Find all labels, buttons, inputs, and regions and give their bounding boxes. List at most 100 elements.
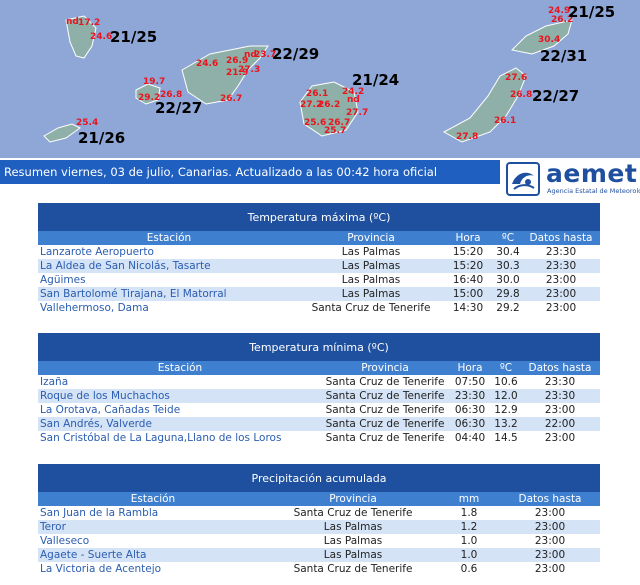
map-temp: 25.4 xyxy=(76,118,99,128)
value-cell: 29.8 xyxy=(494,287,522,301)
column-header[interactable]: Estación xyxy=(38,492,268,506)
station-link[interactable]: La Orotava, Cañadas Teide xyxy=(40,404,181,416)
column-header[interactable]: Hora xyxy=(442,231,494,245)
column-header[interactable]: Estación xyxy=(38,231,300,245)
station-link[interactable]: San Cristóbal de La Laguna,Llano de los … xyxy=(40,432,282,444)
island-fuerteventura xyxy=(442,67,527,143)
aemet-logo[interactable]: aemet Agencia Estatal de Meteorología xyxy=(503,159,640,197)
column-header[interactable]: Provincia xyxy=(300,231,442,245)
province-cell: Santa Cruz de Tenerife xyxy=(325,404,445,416)
station-link[interactable]: San Juan de la Rambla xyxy=(40,507,159,519)
map-temp: 26.9 xyxy=(226,56,249,66)
column-header[interactable]: Datos hasta xyxy=(500,492,601,506)
map-range-la-gomera: 22/27 xyxy=(155,99,203,117)
map-range-gran-canaria: 21/24 xyxy=(352,71,400,89)
value-cell: 1.0 xyxy=(460,535,478,547)
map-temp: 26.8 xyxy=(510,90,533,100)
map-temp: 21.9 xyxy=(226,68,249,78)
status-bar: Resumen viernes, 03 de julio, Canarias. … xyxy=(0,160,500,184)
table-temperatura-maxima: Temperatura máxima (ºC) Estación Provinc… xyxy=(38,203,601,315)
table-title: Precipitación acumulada xyxy=(38,464,601,492)
station-link[interactable]: Agaete - Suerte Alta xyxy=(38,548,268,562)
station-link[interactable]: San Andrés, Valverde xyxy=(38,417,322,431)
map-temp: 24.6 xyxy=(90,32,113,42)
value-cell: 0.6 xyxy=(460,563,478,575)
hour-cell: 06:30 xyxy=(448,417,492,431)
map-temp: 24.2 xyxy=(342,87,365,97)
hour-cell: 14:30 xyxy=(452,302,484,314)
map-range-lanzarote: 22/31 xyxy=(540,47,588,65)
map-temp: 26.2 xyxy=(551,15,574,25)
map-temp: 26.7 xyxy=(328,118,351,128)
island-lanzarote xyxy=(510,19,573,55)
until-cell: 23:00 xyxy=(544,432,576,444)
column-header[interactable]: Datos hasta xyxy=(520,361,600,375)
column-header[interactable]: Hora xyxy=(448,361,492,375)
station-link[interactable]: Izaña xyxy=(40,376,69,388)
until-cell: 23:00 xyxy=(522,287,601,301)
map-temp: 17.2 xyxy=(78,18,101,28)
hour-cell: 15:20 xyxy=(442,259,494,273)
value-cell: 13.2 xyxy=(492,417,520,431)
brand-subtitle: Agencia Estatal de Meteorología xyxy=(547,187,640,195)
column-header[interactable]: Datos hasta xyxy=(522,231,601,245)
map-temp: 29.2 xyxy=(138,93,161,103)
column-header[interactable]: Estación xyxy=(38,361,322,375)
province-cell: Las Palmas xyxy=(300,287,442,301)
map-temp: nd xyxy=(66,17,79,27)
station-link[interactable]: La Aldea de San Nicolás, Tasarte xyxy=(38,259,300,273)
column-header[interactable]: ºC xyxy=(492,361,520,375)
station-link[interactable]: Roque de los Muchachos xyxy=(38,389,322,403)
map-temp: 19.7 xyxy=(143,77,166,87)
value-cell: 1.2 xyxy=(438,520,500,534)
station-link[interactable]: Vallehermoso, Dama xyxy=(40,302,149,314)
until-cell: 23:00 xyxy=(544,404,576,416)
table-row: La Orotava, Cañadas Teide Santa Cruz de … xyxy=(38,403,600,417)
table-row: San Bartolomé Tirajana, El Matorral Las … xyxy=(38,287,601,301)
hour-cell: 07:50 xyxy=(454,376,486,388)
map-temp: 26.1 xyxy=(306,89,329,99)
station-link[interactable]: La Victoria de Acentejo xyxy=(40,563,162,575)
table-row: Vallehermoso, Dama Santa Cruz de Tenerif… xyxy=(38,301,600,315)
table-precipitacion-acumulada: Precipitación acumulada Estación Provinc… xyxy=(38,464,601,576)
map-temp: 26.2 xyxy=(318,100,341,110)
value-cell: 29.2 xyxy=(496,302,520,314)
province-cell: Las Palmas xyxy=(341,246,401,258)
station-link[interactable]: Agüimes xyxy=(40,274,86,286)
station-link[interactable]: Valleseco xyxy=(40,535,90,547)
province-cell: Santa Cruz de Tenerife xyxy=(293,563,413,575)
map-temp: 30.4 xyxy=(538,35,561,45)
province-cell: Santa Cruz de Tenerife xyxy=(293,507,413,519)
station-link[interactable]: Lanzarote Aeropuerto xyxy=(40,246,154,258)
until-cell: 23:00 xyxy=(545,274,577,286)
map-temp: nd xyxy=(347,95,360,105)
island-tenerife xyxy=(181,45,269,105)
table-row: La Aldea de San Nicolás, Tasarte Las Pal… xyxy=(38,259,601,273)
table-title: Temperatura máxima (ºC) xyxy=(38,203,601,231)
station-link[interactable]: Teror xyxy=(38,520,268,534)
column-header[interactable]: mm xyxy=(438,492,500,506)
province-cell: Las Palmas xyxy=(323,535,383,547)
map-temp: 26.1 xyxy=(494,116,517,126)
station-link[interactable]: San Bartolomé Tirajana, El Matorral xyxy=(38,287,300,301)
value-cell: 30.0 xyxy=(496,274,520,286)
province-cell: Las Palmas xyxy=(268,520,438,534)
table-row: Izaña Santa Cruz de Tenerife 07:50 10.6 … xyxy=(38,375,600,389)
map-temp: 27.8 xyxy=(456,132,479,142)
map-temp: nd xyxy=(244,50,257,60)
table-row: Roque de los Muchachos Santa Cruz de Ten… xyxy=(38,389,600,403)
map-temp: 24.9 xyxy=(548,6,571,16)
value-cell: 1.8 xyxy=(460,507,478,519)
table-row: San Andrés, Valverde Santa Cruz de Tener… xyxy=(38,417,600,431)
value-cell: 14.5 xyxy=(494,432,518,444)
column-header[interactable]: ºC xyxy=(494,231,522,245)
column-header[interactable]: Provincia xyxy=(268,492,438,506)
province-cell: Santa Cruz de Tenerife xyxy=(322,417,448,431)
province-cell: Las Palmas xyxy=(268,548,438,562)
hour-cell: 06:30 xyxy=(454,404,486,416)
table-row: San Juan de la Rambla Santa Cruz de Tene… xyxy=(38,506,600,520)
column-header[interactable]: Provincia xyxy=(322,361,448,375)
until-cell: 23:00 xyxy=(534,507,566,519)
canary-islands-map: nd 17.2 24.6 19.7 29.2 26.8 24.6 26.9 nd… xyxy=(0,0,640,158)
value-cell: 12.0 xyxy=(492,389,520,403)
